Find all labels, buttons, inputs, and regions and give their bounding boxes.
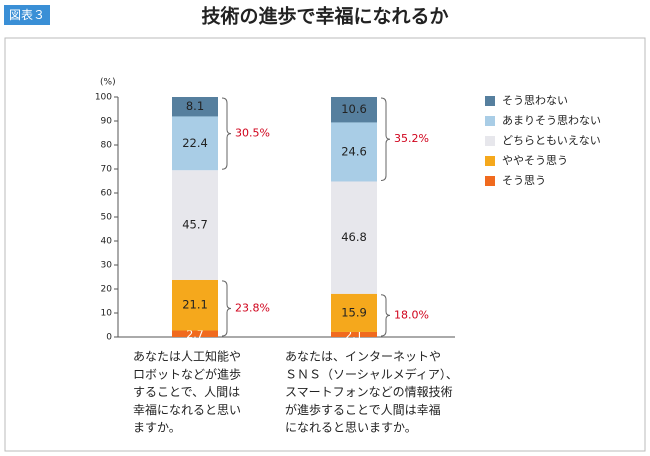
data-label: 2.7 xyxy=(186,328,204,341)
bar-segment xyxy=(172,279,218,331)
data-label: 22.4 xyxy=(182,136,208,150)
annotation: 23.8% xyxy=(235,301,270,314)
y-unit: (%) xyxy=(100,78,116,88)
y-tick-label: 70 xyxy=(101,165,113,175)
bar-segment xyxy=(331,331,377,337)
bar-segment xyxy=(172,97,218,117)
data-label: 10.6 xyxy=(341,102,367,116)
y-tick-label: 10 xyxy=(101,309,113,319)
bar-segment xyxy=(331,97,377,123)
y-tick-label: 0 xyxy=(106,333,112,343)
bar-segment xyxy=(331,181,377,294)
annotation: 18.0% xyxy=(394,308,429,321)
y-tick-label: 30 xyxy=(101,261,113,271)
annotation: 35.2% xyxy=(394,132,429,145)
bar-segment xyxy=(331,122,377,182)
legend-label: あまりそう思わない xyxy=(502,114,601,127)
x-tick-label: ロボットなどが進歩 xyxy=(133,366,241,381)
legend-swatch xyxy=(485,176,495,186)
annotation: 30.5% xyxy=(235,127,270,140)
bracket xyxy=(221,280,232,337)
x-tick-label: スマートフォンなどの情報技術 xyxy=(285,385,453,399)
x-tick-label: ＳＮＳ（ソーシャルメディア）、 xyxy=(285,366,458,381)
y-tick-label: 20 xyxy=(101,285,113,295)
y-tick-label: 80 xyxy=(101,141,113,151)
data-label: 45.7 xyxy=(182,218,208,232)
x-tick-label: 幸福になれると思い xyxy=(133,402,241,417)
data-label: 24.6 xyxy=(341,144,367,158)
y-tick-label: 50 xyxy=(101,213,113,223)
bracket xyxy=(221,97,232,170)
x-tick-label: することで、人間は xyxy=(133,385,240,399)
legend-label: そう思う xyxy=(502,174,546,187)
bar-segment xyxy=(172,330,218,337)
figure-label-box xyxy=(4,5,50,25)
x-tick-label: が進歩することで人間は幸福 xyxy=(285,402,441,417)
x-tick-label: になれると思いますか。 xyxy=(285,421,417,435)
frame xyxy=(4,37,646,452)
bracket xyxy=(380,97,391,181)
legend-label: そう思わない xyxy=(502,94,568,107)
x-tick-label: あなたは人工知能や xyxy=(133,350,241,364)
bar-segment xyxy=(331,293,377,332)
data-label: 8.1 xyxy=(186,99,204,113)
bar-segment xyxy=(172,170,218,280)
legend-swatch xyxy=(485,136,495,146)
legend-swatch xyxy=(485,116,495,126)
y-tick-label: 90 xyxy=(101,117,113,127)
legend-swatch xyxy=(485,156,495,166)
legend-swatch xyxy=(485,96,495,106)
x-tick-label: あなたは、インターネットや xyxy=(285,350,441,364)
y-tick-label: 60 xyxy=(101,189,113,199)
legend-label: ややそう思う xyxy=(502,154,568,167)
y-tick-label: 40 xyxy=(101,237,113,247)
y-tick-label: 100 xyxy=(95,93,112,103)
data-label: 21.1 xyxy=(182,298,208,312)
chart-title: 技術の進歩で幸福になれるか xyxy=(201,5,448,28)
x-tick-label: ますか。 xyxy=(133,421,181,435)
bracket xyxy=(380,294,391,337)
data-label: 15.9 xyxy=(341,305,367,319)
bar-segment xyxy=(172,116,218,171)
data-label: 46.8 xyxy=(341,230,367,244)
figure-label: 図表３ xyxy=(9,8,45,22)
legend-label: どちらともいえない xyxy=(502,134,601,147)
